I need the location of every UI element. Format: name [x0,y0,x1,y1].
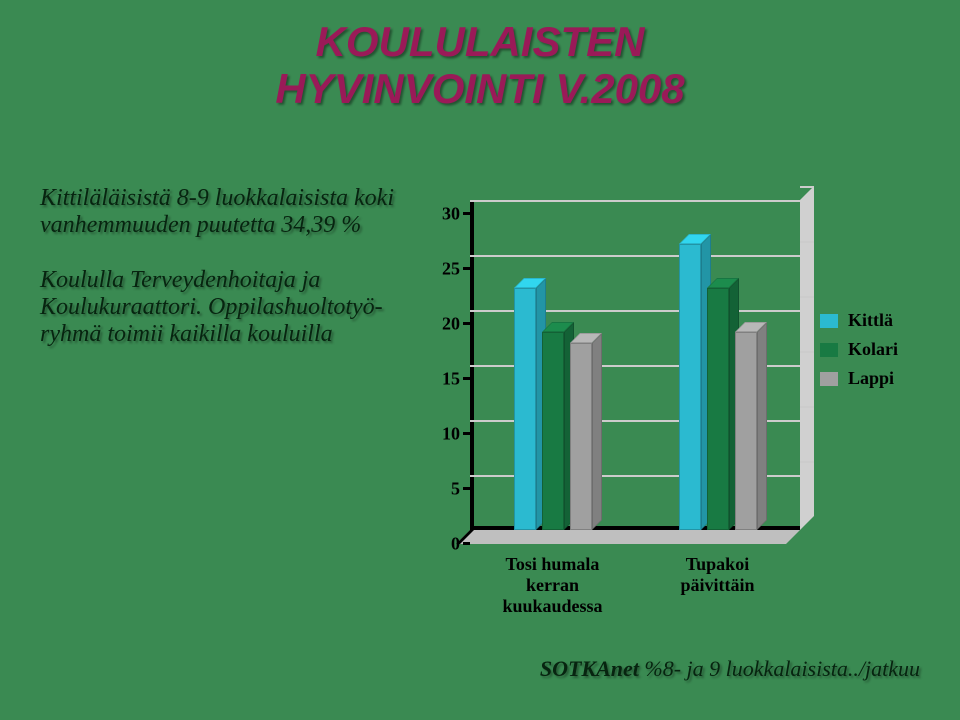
legend-label: Kittlä [848,310,893,331]
chart-bar-side [757,322,767,530]
slide: KOULULAISTEN HYVINVOINTI V.2008 Kittiläl… [0,0,960,720]
chart-gridline-side [800,241,814,243]
title-line2: HYVINVOINTI V.2008 [275,65,684,112]
chart-ytick-label: 15 [442,369,470,390]
chart-bar [679,244,701,530]
bar-chart: 0 5 10 15 20 25 30 Tosi humalakerrankuukaudessa… [420,200,940,630]
footer-source: SOTKAnet [540,656,639,681]
legend-item: Kittlä [820,310,898,331]
chart-gridline-side [800,461,814,463]
chart-legend: Kittlä Kolari Lappi [820,310,898,397]
chart-gridline-side [800,406,814,408]
legend-item: Kolari [820,339,898,360]
chart-bar [735,332,757,530]
chart-bar [514,288,536,530]
footer-rest: %8- ja 9 luokkalaisista../jatkuu [639,656,920,681]
chart-plot-area: 051015202530Tosi humalakerrankuukaudessa… [470,200,800,530]
chart-gridline-side [800,351,814,353]
title-line1: KOULULAISTEN [316,18,645,65]
chart-gridline-side [800,296,814,298]
left-text-block: Kittiläläisistä 8-9 luokkalaisista koki … [40,185,400,376]
chart-bar [707,288,729,530]
left-paragraph-1: Kittiläläisistä 8-9 luokkalaisista koki … [40,185,400,239]
left-paragraph-2: Koululla Terveydenhoitaja ja Koulukuraat… [40,267,400,348]
chart-bar-front [707,288,729,530]
chart-ytick-label: 5 [451,479,470,500]
chart-bar-group: Tosi humalakerrankuukaudessa [514,200,592,530]
chart-bar-front [735,332,757,530]
chart-bar-front [542,332,564,530]
chart-ytick-label: 30 [442,204,470,225]
chart-bar-front [679,244,701,530]
chart-gridline-side [800,186,814,188]
page-title: KOULULAISTEN HYVINVOINTI V.2008 [0,18,960,112]
chart-xlabel: Tosi humalakerrankuukaudessa [502,530,602,617]
legend-swatch [820,372,838,386]
chart-ytick-label: 20 [442,314,470,335]
legend-label: Lappi [848,368,894,389]
chart-ytick-label: 25 [442,259,470,280]
chart-xlabel: Tupakoipäivittäin [680,530,754,596]
chart-ytick-label: 0 [451,534,470,555]
chart-bar [542,332,564,530]
chart-3d-wall [800,186,814,530]
chart-bar [570,343,592,530]
chart-bar-group: Tupakoipäivittäin [679,200,757,530]
chart-bar-side [592,333,602,530]
legend-label: Kolari [848,339,898,360]
legend-item: Lappi [820,368,898,389]
legend-swatch [820,343,838,357]
chart-bar-front [514,288,536,530]
legend-swatch [820,314,838,328]
footer-note: SOTKAnet %8- ja 9 luokkalaisista../jatku… [540,656,920,682]
chart-ytick-label: 10 [442,424,470,445]
chart-bar-front [570,343,592,530]
